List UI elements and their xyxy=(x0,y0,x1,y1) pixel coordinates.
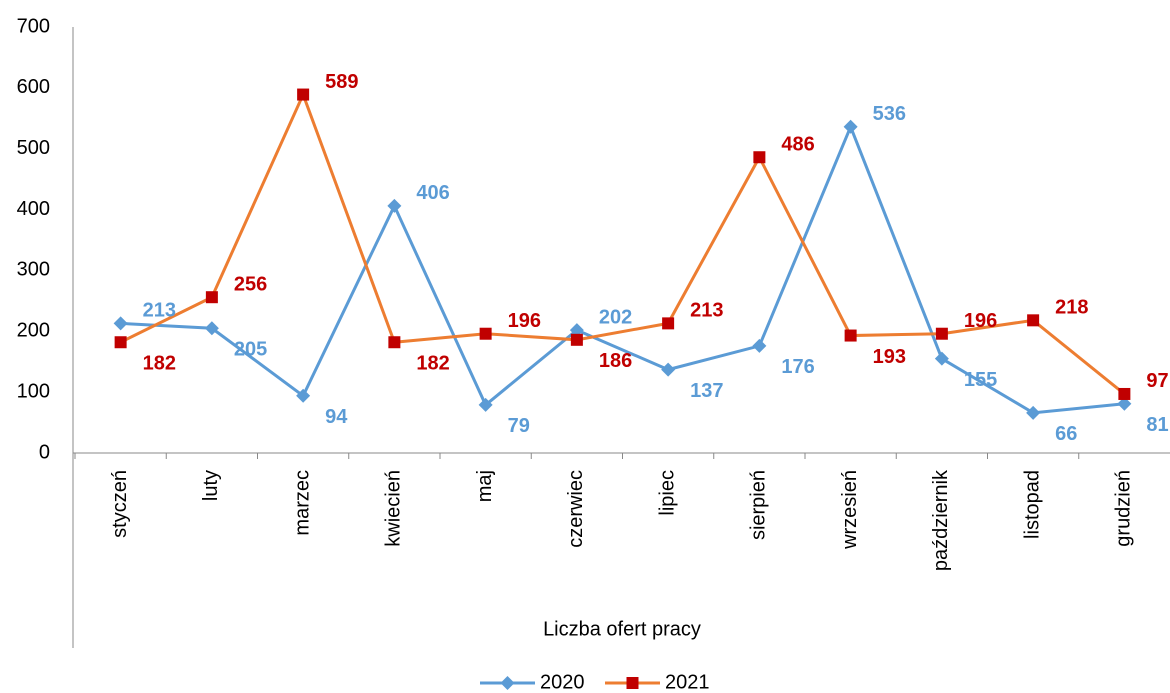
data-label: 486 xyxy=(781,134,814,156)
x-tick-label: styczeń xyxy=(109,470,131,538)
marker xyxy=(1117,396,1132,411)
marker xyxy=(205,291,218,304)
marker xyxy=(388,336,401,349)
marker xyxy=(296,388,311,403)
y-tick-label: 400 xyxy=(17,198,50,220)
marker xyxy=(1118,387,1131,400)
y-tick-label: 0 xyxy=(39,441,50,463)
x-tick-label: marzec xyxy=(291,470,313,536)
data-label: 137 xyxy=(690,380,723,402)
data-label: 176 xyxy=(781,356,814,378)
data-label: 256 xyxy=(234,273,267,295)
marker xyxy=(844,329,857,342)
legend-marker xyxy=(626,677,639,689)
marker xyxy=(935,327,948,340)
y-tick-label: 600 xyxy=(17,76,50,98)
y-tick-label: 200 xyxy=(17,320,50,342)
data-label: 218 xyxy=(1055,297,1088,319)
marker xyxy=(662,317,675,330)
x-tick-label: październik xyxy=(930,469,952,571)
legend-label: 2021 xyxy=(665,671,710,693)
data-label: 193 xyxy=(873,346,906,368)
legend-label: 2020 xyxy=(540,671,585,693)
x-tick-label: listopad xyxy=(1021,470,1043,539)
marker xyxy=(570,333,583,346)
data-label: 155 xyxy=(964,369,997,391)
x-tick-label: czerwiec xyxy=(565,470,587,548)
y-tick-label: 100 xyxy=(17,380,50,402)
marker xyxy=(569,323,584,338)
legend-marker xyxy=(500,676,515,690)
data-label: 81 xyxy=(1146,414,1168,436)
data-label: 97 xyxy=(1146,370,1168,392)
data-label: 186 xyxy=(599,350,632,372)
data-label: 182 xyxy=(416,353,449,375)
marker xyxy=(114,336,127,349)
x-tick-label: lipiec xyxy=(656,470,678,516)
data-label: 205 xyxy=(234,339,267,361)
data-label: 589 xyxy=(325,71,358,93)
data-label: 536 xyxy=(873,103,906,125)
data-label: 79 xyxy=(508,415,530,437)
x-tick-label: kwiecień xyxy=(383,470,405,547)
marker xyxy=(843,119,858,134)
marker xyxy=(1027,314,1040,327)
data-label: 66 xyxy=(1055,423,1077,445)
x-tick-label: grudzień xyxy=(1113,470,1135,547)
data-label: 196 xyxy=(508,310,541,332)
y-tick-label: 300 xyxy=(17,259,50,281)
y-tick-label: 500 xyxy=(17,137,50,159)
marker xyxy=(297,88,310,101)
marker xyxy=(934,351,949,366)
data-label: 196 xyxy=(964,310,997,332)
marker xyxy=(1026,405,1041,420)
x-tick-label: luty xyxy=(200,470,222,501)
marker xyxy=(479,327,492,340)
data-label: 406 xyxy=(416,182,449,204)
marker xyxy=(752,338,767,353)
x-tick-label: sierpień xyxy=(748,470,770,540)
data-label: 94 xyxy=(325,406,348,428)
marker xyxy=(387,198,402,213)
marker xyxy=(661,362,676,377)
series-line xyxy=(120,122,1125,415)
data-label: 213 xyxy=(690,300,723,322)
data-label: 182 xyxy=(143,353,176,375)
marker xyxy=(753,151,766,164)
marker xyxy=(478,397,493,412)
marker xyxy=(113,316,128,331)
series-line xyxy=(119,90,1126,396)
x-tick-label: wrzesień xyxy=(839,470,861,550)
y-tick-label: 700 xyxy=(17,15,50,37)
data-label: 213 xyxy=(143,300,176,322)
x-axis-title: Liczba ofert pracy xyxy=(543,618,701,640)
x-tick-label: maj xyxy=(474,470,496,502)
data-label: 202 xyxy=(599,306,632,328)
marker xyxy=(204,321,219,336)
